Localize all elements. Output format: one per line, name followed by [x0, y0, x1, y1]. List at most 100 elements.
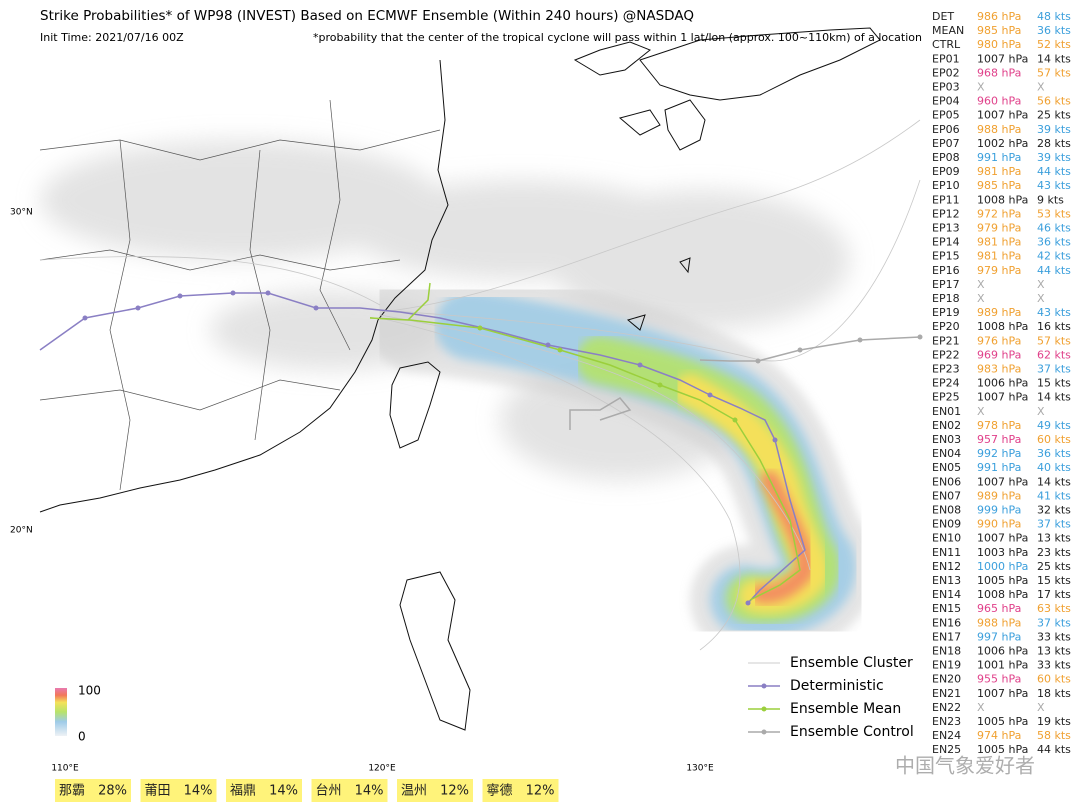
wind: 43 kts [1037, 306, 1071, 319]
pressure: 955 hPa [977, 673, 1021, 686]
member: EN02 [932, 419, 961, 432]
member: DET [932, 10, 954, 23]
member: EN01 [932, 405, 961, 418]
pressure: 969 hPa [977, 348, 1021, 361]
member: EP13 [932, 222, 960, 235]
pressure: 965 hPa [977, 602, 1021, 615]
member: EN21 [932, 687, 961, 700]
member: EP14 [932, 236, 960, 249]
wind: X [1037, 701, 1045, 714]
wind: 57 kts [1037, 66, 1071, 79]
city-box [140, 779, 217, 802]
pressure: X [977, 405, 985, 418]
member: EN14 [932, 588, 961, 601]
pressure: X [977, 292, 985, 305]
pressure: 1006 hPa [977, 377, 1028, 390]
pressure: 1000 hPa [977, 560, 1028, 573]
member: EP09 [932, 165, 960, 178]
member: EN19 [932, 659, 961, 672]
pressure: 1007 hPa [977, 52, 1028, 65]
wind: 43 kts [1037, 179, 1071, 192]
legend-label: Ensemble Control [790, 724, 914, 740]
wind: 52 kts [1037, 38, 1071, 51]
city-probabilities: 那霸 28% 莆田 14% 福鼎 14% 台州 14% 温州 12% 寧德 12% [55, 779, 559, 802]
wind: 36 kts [1037, 24, 1071, 37]
member: EP20 [932, 320, 960, 333]
city-name: 那霸 [59, 784, 85, 799]
member: EP02 [932, 66, 960, 79]
pressure: 1007 hPa [977, 475, 1028, 488]
member: EP12 [932, 207, 960, 220]
wind: 44 kts [1037, 264, 1071, 277]
wind: 25 kts [1037, 109, 1071, 122]
mean-track [369, 282, 801, 601]
member: EP24 [932, 377, 960, 390]
wind: 16 kts [1037, 320, 1071, 333]
wind: 60 kts [1037, 433, 1071, 446]
member: EN12 [932, 560, 961, 573]
member: EP23 [932, 363, 960, 376]
member: EN23 [932, 715, 961, 728]
wind: 63 kts [1037, 602, 1071, 615]
pressure: 960 hPa [977, 95, 1021, 108]
city-name: 台州 [316, 784, 342, 799]
member: EP17 [932, 278, 960, 291]
city-box [55, 779, 131, 802]
pressure: 979 hPa [977, 222, 1021, 235]
lat-label: 30°N [10, 208, 33, 218]
wind: 33 kts [1037, 630, 1071, 643]
wind: 44 kts [1037, 743, 1071, 756]
member: EN08 [932, 504, 961, 517]
pressure: 981 hPa [977, 165, 1021, 178]
pressure: 981 hPa [977, 250, 1021, 263]
pressure: 989 hPa [977, 489, 1021, 502]
pressure: 986 hPa [977, 10, 1021, 23]
haze [40, 140, 850, 480]
member: EP11 [932, 193, 960, 206]
wind: 44 kts [1037, 165, 1071, 178]
pressure: 972 hPa [977, 207, 1021, 220]
member: EP15 [932, 250, 960, 263]
member: EN17 [932, 630, 961, 643]
pressure: 978 hPa [977, 419, 1021, 432]
wind: X [1037, 292, 1045, 305]
pressure: 1007 hPa [977, 109, 1028, 122]
pressure: 968 hPa [977, 66, 1021, 79]
member: EP19 [932, 306, 960, 319]
wind: 17 kts [1037, 588, 1071, 601]
watermark: 中国气象爱好者 [895, 754, 1035, 778]
member: EP06 [932, 123, 960, 136]
member: EP05 [932, 109, 960, 122]
city-box [311, 779, 388, 802]
pressure: 1005 hPa [977, 715, 1028, 728]
ensemble-cluster [39, 119, 921, 651]
wind: X [1037, 278, 1045, 291]
pressure: 1005 hPa [977, 574, 1028, 587]
wind: 41 kts [1037, 489, 1071, 502]
colorbar-min: 0 [78, 730, 86, 744]
lon-label: 120°E [368, 764, 396, 774]
pressure: X [977, 81, 985, 94]
wind: 13 kts [1037, 645, 1071, 658]
pressure: 957 hPa [977, 433, 1021, 446]
wind: 60 kts [1037, 673, 1071, 686]
city-probability: 14% [355, 784, 384, 799]
track-dots [82, 290, 923, 606]
pressure: 981 hPa [977, 236, 1021, 249]
member: EP08 [932, 151, 960, 164]
pressure: 1007 hPa [977, 687, 1028, 700]
legend-label: Ensemble Cluster [790, 655, 913, 671]
wind: 18 kts [1037, 687, 1071, 700]
pressure: 976 hPa [977, 334, 1021, 347]
city-probability: 28% [98, 784, 127, 799]
city-probability: 14% [269, 784, 298, 799]
wind: 23 kts [1037, 546, 1071, 559]
wind: 15 kts [1037, 377, 1071, 390]
wind: 49 kts [1037, 419, 1071, 432]
lat-label: 20°N [10, 526, 33, 536]
city-probability: 12% [526, 784, 555, 799]
pressure: 992 hPa [977, 447, 1021, 460]
member: EP22 [932, 348, 960, 361]
wind: 14 kts [1037, 52, 1071, 65]
wind: 33 kts [1037, 659, 1071, 672]
